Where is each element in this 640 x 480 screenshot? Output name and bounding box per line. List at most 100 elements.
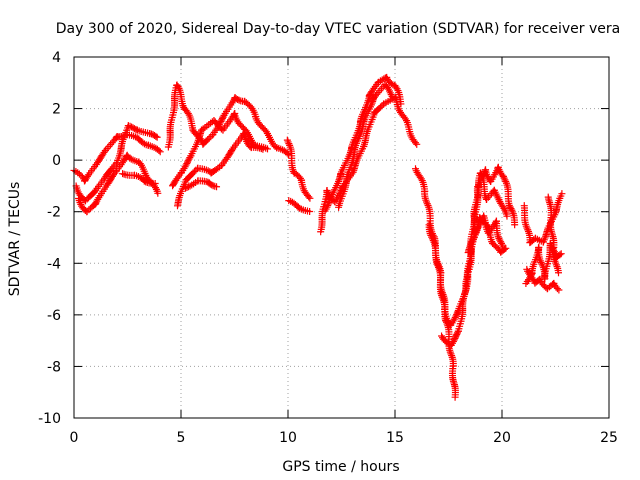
y-tick-label: -8 — [47, 359, 61, 375]
data-point-marker — [427, 231, 435, 239]
data-point-marker — [126, 122, 134, 130]
x-tick-label: 0 — [70, 430, 79, 446]
data-point-marker — [156, 148, 164, 156]
data-point-marker — [497, 239, 505, 247]
data-point-marker — [140, 177, 148, 185]
data-point-marker — [209, 182, 217, 190]
data-point-marker — [555, 286, 563, 294]
axes: 0 5 10 15 20 25 -10 -8 -6 -4 -2 0 2 4 — [38, 50, 618, 446]
data-point-marker — [453, 329, 461, 337]
y-tick-label: -4 — [47, 256, 61, 272]
data-point-marker — [417, 175, 425, 183]
data-point-marker — [181, 163, 189, 171]
data-point-marker — [497, 238, 505, 246]
y-tick-label: 0 — [52, 153, 61, 169]
data-point-marker — [142, 178, 150, 186]
data-point-marker — [449, 337, 457, 345]
data-point-marker — [477, 171, 485, 179]
data-point-marker — [205, 134, 213, 142]
data-point-marker — [184, 110, 192, 118]
data-point-marker — [306, 194, 314, 202]
data-point-marker — [257, 145, 265, 153]
data-markers — [70, 73, 566, 401]
data-point-marker — [397, 100, 405, 108]
data-point-marker — [557, 250, 565, 258]
data-point-marker — [556, 251, 564, 259]
data-point-marker — [434, 262, 442, 270]
data-point-marker — [450, 315, 458, 323]
data-point-marker — [208, 181, 216, 189]
y-tick-label: -6 — [47, 308, 61, 324]
data-point-marker — [132, 125, 140, 133]
y-tick-label: 2 — [52, 102, 61, 118]
data-point-marker — [93, 197, 101, 205]
data-point-marker — [155, 146, 163, 154]
data-point-marker — [495, 234, 503, 242]
data-point-marker — [555, 269, 563, 277]
data-point-marker — [285, 140, 293, 148]
data-point-marker — [306, 207, 314, 215]
data-point-marker — [326, 194, 334, 202]
data-point-marker — [75, 170, 83, 178]
data-point-marker — [558, 190, 566, 198]
data-point-marker — [91, 200, 99, 208]
data-point-marker — [500, 174, 508, 182]
data-point-marker — [324, 202, 332, 210]
data-point-marker — [376, 103, 384, 111]
x-tick-label: 15 — [386, 430, 404, 446]
data-point-marker — [234, 96, 242, 104]
plot-frame — [73, 56, 610, 419]
data-point-marker — [388, 92, 396, 100]
data-point-marker — [246, 142, 254, 150]
data-point-marker — [438, 293, 446, 301]
data-point-marker — [183, 184, 191, 192]
data-point-marker — [119, 170, 127, 178]
data-point-marker — [323, 203, 331, 211]
data-point-marker — [553, 285, 561, 293]
data-point-marker — [204, 136, 212, 144]
data-point-marker — [411, 139, 419, 147]
data-point-marker — [190, 168, 198, 176]
data-point-marker — [82, 197, 90, 205]
data-point-marker — [447, 350, 455, 358]
data-point-marker — [507, 205, 515, 213]
chart-title: Day 300 of 2020, Sidereal Day-to-day VTE… — [56, 21, 620, 37]
x-axis-label: GPS time / hours — [282, 459, 399, 475]
data-point-marker — [154, 189, 162, 197]
data-point-marker — [428, 233, 436, 241]
x-tick-label: 25 — [600, 430, 618, 446]
data-point-marker — [305, 193, 313, 201]
data-point-marker — [413, 140, 421, 148]
data-point-marker — [186, 182, 194, 190]
data-point-marker — [451, 393, 459, 401]
data-point-marker — [491, 219, 499, 227]
y-tick-label: -10 — [38, 411, 61, 427]
data-point-marker — [259, 145, 267, 153]
data-point-marker — [136, 160, 144, 168]
x-tick-label: 10 — [279, 430, 297, 446]
data-point-marker — [496, 236, 504, 244]
data-point-marker — [511, 221, 519, 229]
data-point-marker — [213, 183, 221, 191]
data-point-marker — [91, 188, 99, 196]
data-point-marker — [153, 133, 161, 141]
data-point-marker — [501, 176, 509, 184]
data-point-marker — [151, 180, 159, 188]
data-point-marker — [508, 206, 516, 214]
data-point-marker — [428, 235, 436, 243]
x-tick-label: 20 — [493, 430, 511, 446]
y-tick-label: -2 — [47, 205, 61, 221]
data-point-marker — [499, 243, 507, 251]
data-point-marker — [506, 203, 514, 211]
data-point-marker — [477, 169, 485, 177]
x-tick-label: 5 — [177, 430, 186, 446]
data-point-marker — [152, 132, 160, 140]
data-point-marker — [182, 184, 190, 192]
data-point-marker — [184, 157, 192, 165]
data-point-marker — [453, 330, 461, 338]
data-point-marker — [401, 115, 409, 123]
data-point-marker — [147, 130, 155, 138]
data-point-marker — [217, 125, 225, 133]
data-point-marker — [227, 147, 235, 155]
